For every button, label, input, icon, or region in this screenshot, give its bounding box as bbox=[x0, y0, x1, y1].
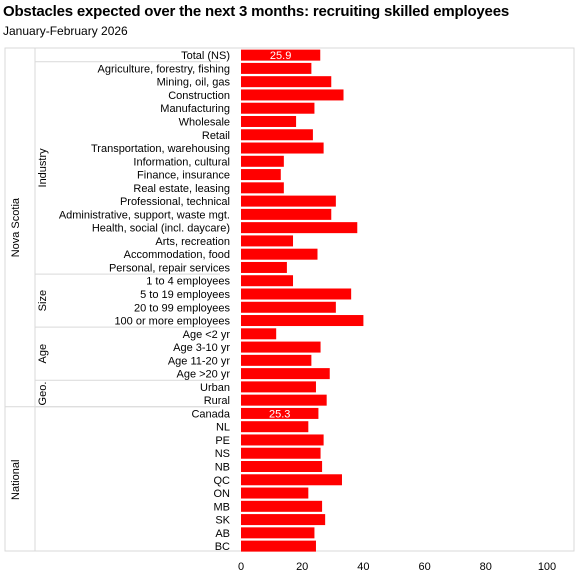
category-label-agriculture-forestry-fishing: Agriculture, forestry, fishing bbox=[98, 63, 230, 75]
bar-5-to-19-employees bbox=[241, 288, 352, 300]
chart-subtitle: January-February 2026 bbox=[3, 24, 128, 38]
category-label-transportation-warehousing: Transportation, warehousing bbox=[91, 143, 230, 155]
bar-nb bbox=[241, 461, 323, 473]
bar-administrative-support-waste-mgt bbox=[241, 208, 332, 220]
bar-canada bbox=[241, 407, 319, 419]
group-labels: Industry Size Age Geo. Nova Scotia National bbox=[10, 148, 49, 500]
category-label-nb: NB bbox=[215, 462, 230, 474]
category-label-arts-recreation: Arts, recreation bbox=[155, 236, 230, 248]
chart-title: Obstacles expected over the next 3 month… bbox=[3, 3, 509, 20]
category-label-1-to-4-employees: 1 to 4 employees bbox=[146, 276, 230, 288]
category-label-manufacturing: Manufacturing bbox=[160, 103, 230, 115]
bar-agriculture-forestry-fishing bbox=[241, 62, 312, 74]
bar-real-estate-leasing bbox=[241, 182, 284, 194]
bar-health-social-incl-daycare bbox=[241, 222, 358, 234]
category-label-professional-technical: Professional, technical bbox=[120, 196, 230, 208]
bar-100-or-more-employees bbox=[241, 315, 364, 327]
category-label-personal-repair-services: Personal, repair services bbox=[109, 262, 231, 274]
bar-age-11-20-yr bbox=[241, 354, 312, 366]
group-label-size: Size bbox=[37, 290, 49, 311]
bar-age-3-10-yr bbox=[241, 341, 321, 353]
x-tick-label-100: 100 bbox=[538, 561, 556, 573]
category-label-urban: Urban bbox=[200, 382, 230, 394]
category-label-age-11-20-yr: Age 11-20 yr bbox=[168, 355, 231, 367]
bar-arts-recreation bbox=[241, 235, 294, 247]
bar-finance-insurance bbox=[241, 169, 281, 181]
group-label-geo: Geo. bbox=[37, 382, 49, 406]
category-label-on: ON bbox=[214, 488, 231, 500]
bar-bc bbox=[241, 540, 316, 552]
category-label-finance-insurance: Finance, insurance bbox=[137, 170, 230, 182]
group-label-age: Age bbox=[37, 344, 49, 364]
bar-information-cultural bbox=[241, 155, 284, 167]
category-label-total-ns: Total (NS) bbox=[181, 50, 230, 62]
group-label-nova-scotia: Nova Scotia bbox=[10, 197, 22, 257]
category-labels: Total (NS)Agriculture, forestry, fishing… bbox=[59, 50, 231, 553]
data-labels: 25.9 25.3 bbox=[269, 50, 291, 420]
category-label-rural: Rural bbox=[204, 395, 230, 407]
data-label-canada: 25.3 bbox=[269, 408, 290, 420]
bar-sk bbox=[241, 514, 326, 526]
bar-20-to-99-employees bbox=[241, 301, 336, 313]
bar-wholesale bbox=[241, 115, 297, 127]
category-label-accommodation-food: Accommodation, food bbox=[124, 249, 230, 261]
bar-nl bbox=[241, 421, 309, 433]
bar-retail bbox=[241, 129, 313, 141]
category-label-bc: BC bbox=[215, 541, 230, 553]
bar-professional-technical bbox=[241, 195, 336, 207]
category-label-wholesale: Wholesale bbox=[179, 116, 230, 128]
category-label-administrative-support-waste-mgt: Administrative, support, waste mgt. bbox=[59, 209, 230, 221]
category-label-real-estate-leasing: Real estate, leasing bbox=[133, 183, 230, 195]
bar-1-to-4-employees bbox=[241, 275, 294, 287]
category-label-retail: Retail bbox=[202, 130, 230, 142]
x-tick-label-20: 20 bbox=[296, 561, 308, 573]
bar-on bbox=[241, 487, 309, 499]
bar-total-ns bbox=[241, 49, 321, 61]
x-tick-label-40: 40 bbox=[357, 561, 369, 573]
bar-qc bbox=[241, 474, 342, 486]
bar-mb bbox=[241, 500, 323, 512]
category-label-age-2-yr: Age <2 yr bbox=[183, 329, 231, 341]
bar-age-20-yr bbox=[241, 368, 330, 380]
x-tick-label-80: 80 bbox=[480, 561, 492, 573]
x-tick-label-0: 0 bbox=[238, 561, 244, 573]
bar-mining-oil-gas bbox=[241, 76, 332, 88]
category-label-information-cultural: Information, cultural bbox=[133, 156, 230, 168]
x-axis-ticks: 0 20 40 60 80 100 bbox=[238, 561, 556, 573]
category-label-ns: NS bbox=[215, 448, 230, 460]
bar-manufacturing bbox=[241, 102, 315, 114]
bar-urban bbox=[241, 381, 316, 393]
bar-pe bbox=[241, 434, 324, 446]
bar-ns bbox=[241, 447, 321, 459]
bar-ab bbox=[241, 527, 315, 539]
bar-age-2-yr bbox=[241, 328, 277, 340]
x-tick-label-60: 60 bbox=[418, 561, 430, 573]
category-label-construction: Construction bbox=[168, 90, 230, 102]
category-label-pe: PE bbox=[215, 435, 230, 447]
category-label-canada: Canada bbox=[191, 408, 230, 420]
bars bbox=[241, 49, 364, 552]
bar-transportation-warehousing bbox=[241, 142, 324, 154]
category-label-5-to-19-employees: 5 to 19 employees bbox=[140, 289, 230, 301]
bar-personal-repair-services bbox=[241, 261, 287, 273]
category-label-ab: AB bbox=[215, 528, 230, 540]
bar-accommodation-food bbox=[241, 248, 318, 260]
bar-rural bbox=[241, 394, 327, 406]
category-label-age-20-yr: Age >20 yr bbox=[176, 369, 230, 381]
group-label-industry: Industry bbox=[37, 148, 49, 188]
category-label-age-3-10-yr: Age 3-10 yr bbox=[173, 342, 230, 354]
category-label-nl: NL bbox=[216, 422, 230, 434]
bar-construction bbox=[241, 89, 344, 101]
category-label-100-or-more-employees: 100 or more employees bbox=[114, 316, 230, 328]
category-label-mining-oil-gas: Mining, oil, gas bbox=[157, 77, 231, 89]
data-label-total-ns: 25.9 bbox=[270, 50, 291, 62]
category-label-20-to-99-employees: 20 to 99 employees bbox=[134, 302, 231, 314]
category-label-mb: MB bbox=[214, 501, 231, 513]
category-label-sk: SK bbox=[215, 515, 230, 527]
category-label-qc: QC bbox=[214, 475, 231, 487]
group-label-national: National bbox=[10, 460, 22, 500]
category-label-health-social-incl-daycare: Health, social (incl. daycare) bbox=[92, 223, 230, 235]
